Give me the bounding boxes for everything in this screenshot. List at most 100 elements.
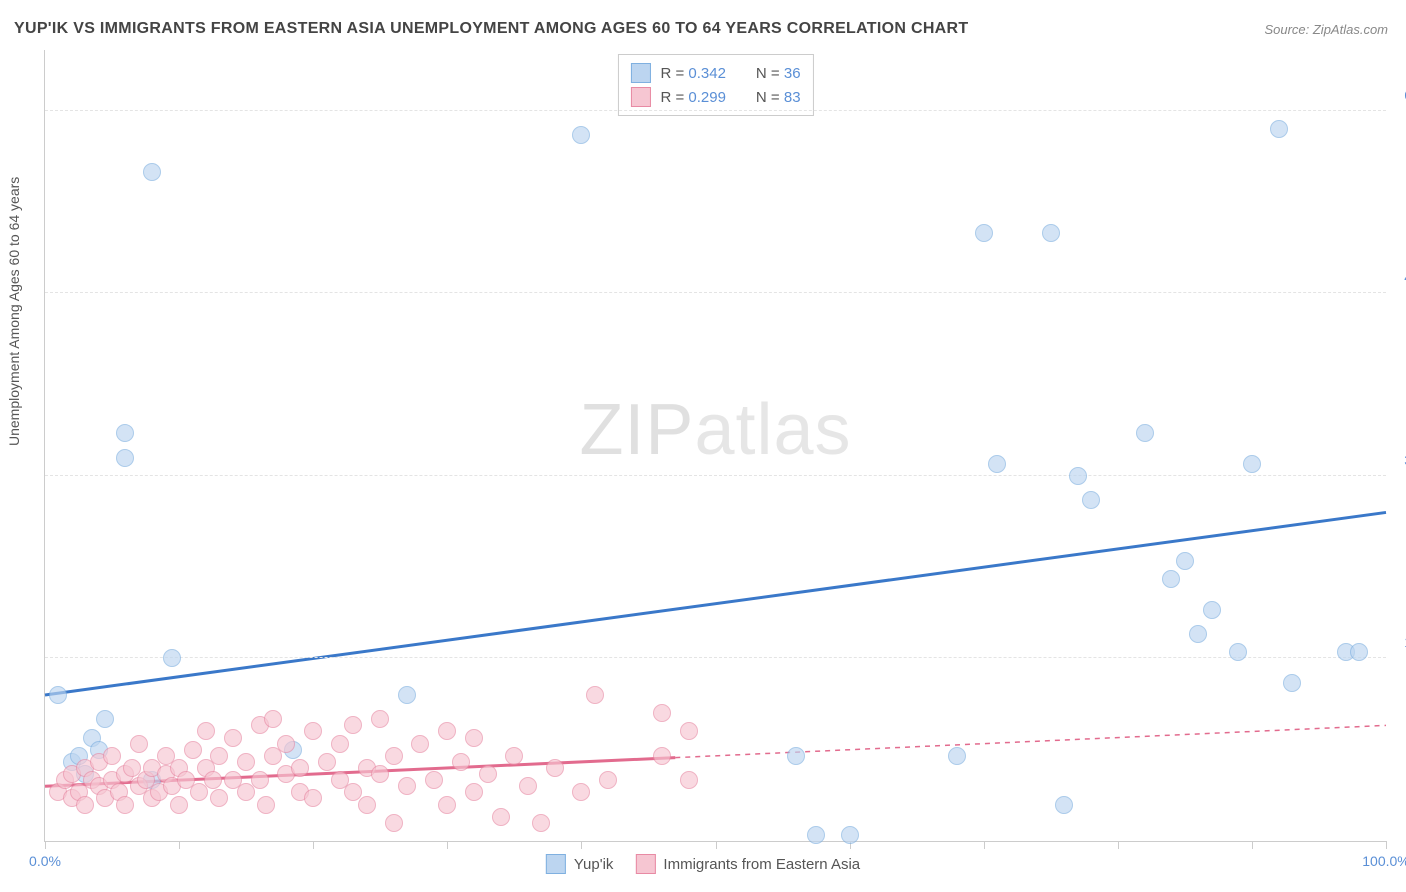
- stat-r-label: R = 0.342: [660, 65, 725, 82]
- data-point: [1350, 643, 1368, 661]
- x-tick: [716, 841, 717, 849]
- watermark: ZIPatlas: [579, 389, 851, 471]
- x-tick: [1118, 841, 1119, 849]
- data-point: [411, 735, 429, 753]
- x-tick: [313, 841, 314, 849]
- data-point: [385, 814, 403, 832]
- legend-label: Yup'ik: [574, 856, 614, 873]
- y-axis-label: Unemployment Among Ages 60 to 64 years: [6, 177, 22, 446]
- data-point: [1082, 491, 1100, 509]
- data-point: [1189, 625, 1207, 643]
- data-point: [1042, 224, 1060, 242]
- data-point: [1136, 424, 1154, 442]
- data-point: [96, 710, 114, 728]
- data-point: [398, 686, 416, 704]
- x-tick: [1386, 841, 1387, 849]
- series-swatch: [630, 87, 650, 107]
- data-point: [599, 771, 617, 789]
- stats-legend-box: R = 0.342 N = 36 R = 0.299 N = 83: [617, 54, 813, 116]
- watermark-thin: atlas: [694, 390, 851, 470]
- series-legend: Yup'ik Immigrants from Eastern Asia: [546, 854, 860, 874]
- data-point: [1243, 455, 1261, 473]
- data-point: [465, 783, 483, 801]
- data-point: [680, 722, 698, 740]
- gridline: [45, 475, 1386, 476]
- x-tick: [1252, 841, 1253, 849]
- data-point: [170, 796, 188, 814]
- data-point: [425, 771, 443, 789]
- data-point: [358, 796, 376, 814]
- data-point: [479, 765, 497, 783]
- stat-r-label: R = 0.299: [660, 89, 725, 106]
- x-tick-label: 0.0%: [29, 853, 61, 869]
- data-point: [572, 783, 590, 801]
- x-tick: [581, 841, 582, 849]
- data-point: [291, 759, 309, 777]
- series-swatch: [630, 63, 650, 83]
- data-point: [975, 224, 993, 242]
- data-point: [465, 729, 483, 747]
- data-point: [1229, 643, 1247, 661]
- data-point: [452, 753, 470, 771]
- data-point: [438, 796, 456, 814]
- data-point: [163, 649, 181, 667]
- data-point: [385, 747, 403, 765]
- data-point: [76, 796, 94, 814]
- data-point: [532, 814, 550, 832]
- data-point: [49, 686, 67, 704]
- legend-item: Immigrants from Eastern Asia: [635, 854, 860, 874]
- data-point: [841, 826, 859, 844]
- stat-n-label: N = 36: [756, 65, 801, 82]
- data-point: [398, 777, 416, 795]
- stat-n-label: N = 83: [756, 89, 801, 106]
- correlation-chart: YUP'IK VS IMMIGRANTS FROM EASTERN ASIA U…: [0, 0, 1406, 892]
- legend-label: Immigrants from Eastern Asia: [663, 856, 860, 873]
- data-point: [116, 796, 134, 814]
- data-point: [331, 735, 349, 753]
- data-point: [807, 826, 825, 844]
- data-point: [519, 777, 537, 795]
- data-point: [787, 747, 805, 765]
- legend-swatch: [546, 854, 566, 874]
- data-point: [492, 808, 510, 826]
- data-point: [237, 753, 255, 771]
- data-point: [653, 747, 671, 765]
- chart-title: YUP'IK VS IMMIGRANTS FROM EASTERN ASIA U…: [14, 20, 968, 38]
- source-attribution: Source: ZipAtlas.com: [1264, 22, 1388, 37]
- x-tick: [179, 841, 180, 849]
- data-point: [304, 722, 322, 740]
- data-point: [371, 710, 389, 728]
- data-point: [197, 722, 215, 740]
- trend-lines: [45, 50, 1386, 841]
- data-point: [143, 163, 161, 181]
- data-point: [318, 753, 336, 771]
- data-point: [210, 747, 228, 765]
- gridline: [45, 110, 1386, 111]
- data-point: [277, 735, 295, 753]
- data-point: [653, 704, 671, 722]
- data-point: [1203, 601, 1221, 619]
- data-point: [371, 765, 389, 783]
- data-point: [103, 747, 121, 765]
- plot-area: ZIPatlas R = 0.342N = 36R = 0.299N = 83 …: [44, 50, 1386, 842]
- data-point: [264, 710, 282, 728]
- data-point: [204, 771, 222, 789]
- data-point: [1055, 796, 1073, 814]
- x-tick: [45, 841, 46, 849]
- data-point: [130, 735, 148, 753]
- stats-row: R = 0.299 N = 83: [630, 85, 800, 109]
- data-point: [572, 126, 590, 144]
- data-point: [344, 716, 362, 734]
- data-point: [505, 747, 523, 765]
- data-point: [257, 796, 275, 814]
- data-point: [546, 759, 564, 777]
- x-tick: [984, 841, 985, 849]
- data-point: [586, 686, 604, 704]
- gridline: [45, 292, 1386, 293]
- data-point: [1176, 552, 1194, 570]
- x-tick-label: 100.0%: [1362, 853, 1406, 869]
- legend-swatch: [635, 854, 655, 874]
- data-point: [680, 771, 698, 789]
- data-point: [1270, 120, 1288, 138]
- data-point: [224, 729, 242, 747]
